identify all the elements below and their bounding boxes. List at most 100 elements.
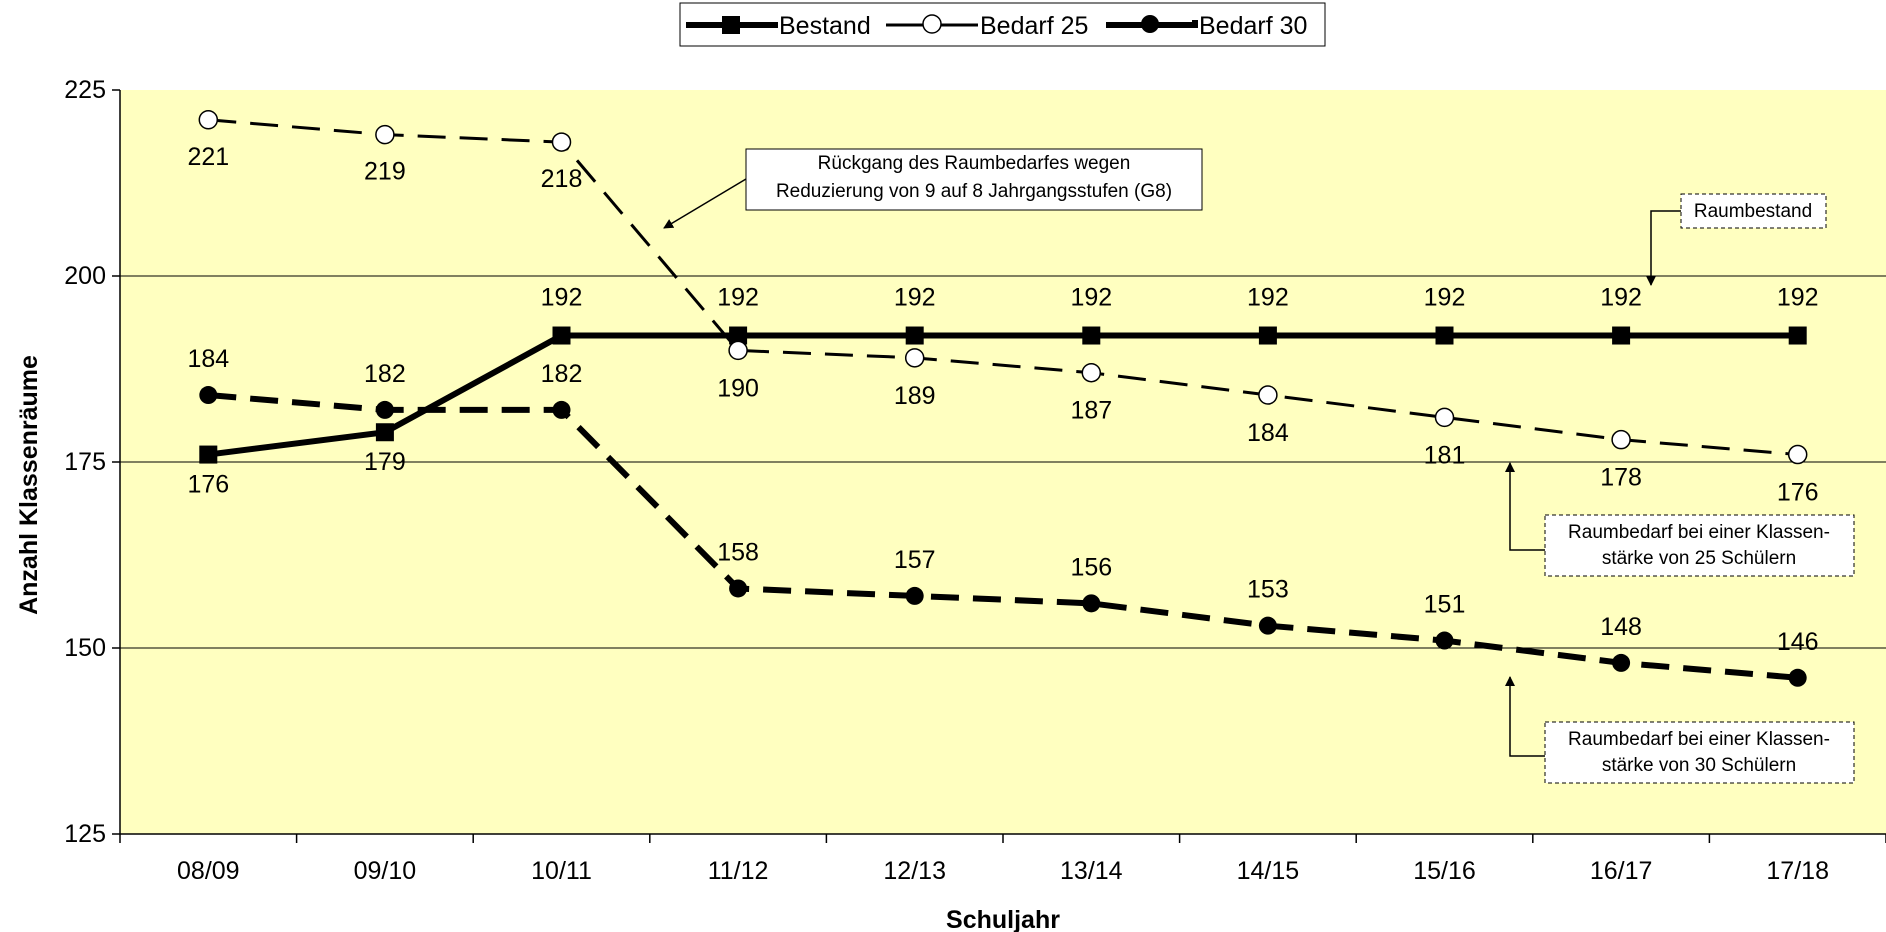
data-label-2-8: 148 xyxy=(1600,613,1642,641)
marker-bedarf30 xyxy=(905,586,924,605)
annotation-g8: Rückgang des Raumbedarfes wegen Reduzier… xyxy=(663,148,1203,229)
data-label-2-9: 146 xyxy=(1777,628,1819,656)
axes xyxy=(112,89,1886,843)
data-label-0-2: 192 xyxy=(541,284,583,312)
data-label-1-7: 181 xyxy=(1424,441,1466,469)
legend-bestand-label: Bestand xyxy=(779,12,871,40)
annotation-bestand-box xyxy=(1680,193,1827,229)
marker-bedarf30 xyxy=(1082,594,1101,613)
marker-bedarf30 xyxy=(1612,653,1631,672)
marker-bedarf25 xyxy=(1787,444,1808,465)
x-tick-label: 10/11 xyxy=(531,857,592,885)
marker-bedarf30 xyxy=(1258,616,1277,635)
data-label-2-3: 158 xyxy=(717,538,759,566)
marker-bedarf25 xyxy=(551,132,572,152)
data-label-0-8: 192 xyxy=(1600,284,1642,312)
series-line-1 xyxy=(208,118,1798,457)
x-tick-label: 17/18 xyxy=(1766,857,1829,885)
data-label-1-1: 219 xyxy=(364,158,406,186)
marker-bestand xyxy=(552,326,571,345)
annotation-g8-arrow xyxy=(663,178,747,229)
gridlines xyxy=(120,275,1886,649)
legend-bedarf30-dash xyxy=(1192,20,1198,28)
x-tick-label: 15/16 xyxy=(1413,857,1476,885)
data-label-0-7: 192 xyxy=(1424,284,1466,312)
x-tick-label: 09/10 xyxy=(354,857,417,885)
x-axis-title: Schuljahr xyxy=(946,906,1060,932)
data-label-2-5: 156 xyxy=(1070,553,1112,581)
data-label-1-0: 221 xyxy=(187,143,229,171)
data-label-2-6: 153 xyxy=(1247,576,1289,604)
marker-bedarf30 xyxy=(729,579,748,598)
annotation-bedarf25-box xyxy=(1544,514,1855,577)
annotation-bedarf25-arrow xyxy=(1505,462,1545,551)
series-lines xyxy=(198,110,1808,687)
data-label-2-1: 182 xyxy=(364,360,406,388)
legend-bedarf30-marker xyxy=(1141,15,1159,33)
marker-bedarf30 xyxy=(199,386,218,405)
annotation-bedarf30-arrow xyxy=(1505,676,1545,757)
data-label-1-8: 178 xyxy=(1600,464,1642,492)
annotation-bestand-arrow xyxy=(1646,210,1681,286)
x-tick-label: 13/14 xyxy=(1060,857,1123,885)
y-tick-label: 200 xyxy=(64,262,106,290)
data-label-0-5: 192 xyxy=(1070,284,1112,312)
y-tick-label: 175 xyxy=(64,448,106,476)
data-label-1-6: 184 xyxy=(1247,419,1289,447)
series-line-2 xyxy=(208,392,1798,681)
data-label-1-3: 190 xyxy=(717,374,759,402)
marker-bedarf25 xyxy=(375,124,395,145)
x-tick-label: 08/09 xyxy=(177,857,240,885)
marker-bedarf25 xyxy=(1611,429,1631,450)
annotation-bedarf25-line2: stärke von 25 Schülern xyxy=(1602,548,1796,569)
legend-box xyxy=(679,2,1326,47)
annotation-bedarf25: Raumbedarf bei einer Klassen- stärke von… xyxy=(1505,462,1855,577)
marker-bestand xyxy=(1612,326,1631,345)
marker-bedarf25 xyxy=(198,110,219,130)
annotation-bedarf30-line1: Raumbedarf bei einer Klassen- xyxy=(1568,729,1830,750)
annotation-bestand-text: Raumbestand xyxy=(1694,201,1812,222)
annotation-bedarf30: Raumbedarf bei einer Klassen- stärke von… xyxy=(1505,676,1855,784)
marker-bedarf30 xyxy=(1435,631,1454,650)
x-tick-label: 11/12 xyxy=(708,857,769,885)
marker-bedarf30 xyxy=(1788,668,1807,687)
data-labels: 176 179 192 192 192 192 192 192 192 192 221 219 218 1… xyxy=(187,143,1818,656)
y-tick-label: 225 xyxy=(64,76,106,104)
y-tick-label: 125 xyxy=(64,820,106,848)
data-label-1-4: 189 xyxy=(894,382,936,410)
legend: Bestand Bedarf 25 Bedarf 30 xyxy=(679,2,1326,47)
data-label-1-5: 187 xyxy=(1070,397,1112,425)
marker-bestand xyxy=(1435,326,1454,345)
legend-bedarf30-label: Bedarf 30 xyxy=(1199,12,1307,40)
marker-bedarf30 xyxy=(552,400,571,419)
legend-bestand-marker xyxy=(722,16,740,34)
data-label-1-9: 176 xyxy=(1777,479,1819,507)
data-label-0-3: 192 xyxy=(717,284,759,312)
legend-bedarf25-marker xyxy=(922,14,942,34)
data-label-2-0: 184 xyxy=(187,345,229,373)
y-axis-title: Anzahl Klassenräume xyxy=(15,355,43,615)
data-label-2-2: 182 xyxy=(541,360,583,388)
marker-bedarf25 xyxy=(1081,362,1102,383)
annotation-g8-line1: Rückgang des Raumbedarfes wegen xyxy=(818,153,1131,174)
x-tick-label: 12/13 xyxy=(883,857,946,885)
marker-bestand xyxy=(375,423,394,442)
marker-bedarf25 xyxy=(1258,385,1278,405)
y-tick-labels: 125 150 175 200 225 xyxy=(64,76,106,848)
data-label-0-4: 192 xyxy=(894,284,936,312)
marker-bedarf25 xyxy=(1434,407,1455,428)
x-tick-label: 14/15 xyxy=(1237,857,1300,885)
marker-bestand xyxy=(729,326,748,345)
marker-bestand xyxy=(1258,326,1277,345)
annotation-bestand: Raumbestand xyxy=(1646,193,1827,286)
annotation-g8-line2: Reduzierung von 9 auf 8 Jahrgangsstufen … xyxy=(776,181,1172,202)
data-label-2-7: 151 xyxy=(1424,591,1466,619)
marker-bestand xyxy=(199,445,218,464)
marker-bedarf25 xyxy=(728,340,748,361)
x-tick-labels: 08/09 09/10 10/11 11/12 12/13 13/14 14/15 15/16… xyxy=(177,857,1829,885)
marker-bestand xyxy=(905,326,924,345)
data-label-0-6: 192 xyxy=(1247,284,1289,312)
annotation-bedarf30-box xyxy=(1544,721,1855,784)
annotation-g8-box xyxy=(745,148,1203,211)
